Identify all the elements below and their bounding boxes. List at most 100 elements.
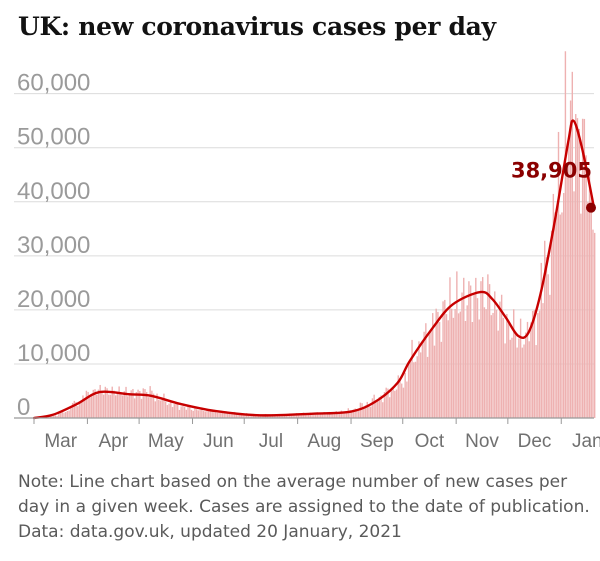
daily-bar <box>450 308 453 418</box>
daily-bar <box>581 118 584 418</box>
daily-bar <box>226 411 229 418</box>
daily-bar <box>139 391 141 418</box>
daily-bar <box>500 294 503 418</box>
daily-bar <box>168 403 170 418</box>
daily-bar <box>590 194 592 418</box>
daily-bar <box>523 344 525 418</box>
daily-bar <box>526 321 529 418</box>
y-tick-label: 20,000 <box>17 286 90 313</box>
daily-bar <box>170 401 172 418</box>
daily-bar <box>571 71 573 418</box>
daily-bar <box>130 390 132 418</box>
daily-bar <box>540 262 542 418</box>
daily-bar <box>478 319 480 418</box>
daily-bar <box>568 136 570 418</box>
daily-bar <box>354 408 356 418</box>
daily-bar <box>542 303 544 418</box>
daily-bar <box>116 392 119 418</box>
daily-bar <box>342 411 344 418</box>
daily-bar <box>183 406 186 418</box>
daily-bar <box>321 412 324 418</box>
daily-bar <box>177 402 179 418</box>
daily-bar <box>58 412 60 418</box>
daily-bar <box>242 414 244 418</box>
cases-chart: 0 10,000 20,000 30,000 40,000 50,000 60,000 Ma… <box>14 51 600 452</box>
daily-bar <box>435 308 437 418</box>
daily-bar <box>161 399 163 418</box>
daily-bar <box>401 383 403 418</box>
daily-bar <box>490 315 493 418</box>
daily-bar <box>85 390 88 418</box>
x-tick-label: Aug <box>307 431 341 452</box>
daily-bar <box>516 347 518 418</box>
daily-bar <box>419 352 422 418</box>
daily-bar <box>118 386 120 418</box>
daily-bar <box>552 193 555 418</box>
daily-bar <box>518 338 520 418</box>
daily-bar <box>273 415 275 418</box>
daily-bar <box>476 298 479 418</box>
daily-bar <box>304 413 306 418</box>
daily-bar <box>104 386 107 418</box>
daily-bar <box>511 337 513 418</box>
daily-bar <box>121 395 124 418</box>
daily-bar <box>447 320 449 418</box>
daily-bar <box>475 277 477 418</box>
daily-bar <box>294 414 296 418</box>
daily-bar <box>144 389 146 418</box>
daily-bar <box>513 309 515 418</box>
daily-cases-bars <box>34 51 596 419</box>
daily-bar <box>357 410 360 418</box>
x-tick-label: Oct <box>415 431 445 452</box>
daily-bar <box>164 401 167 418</box>
daily-bar <box>299 414 301 418</box>
x-tick-label: Sep <box>360 431 394 452</box>
y-tick-label: 0 <box>17 394 30 421</box>
daily-bar <box>488 284 491 418</box>
daily-bar <box>418 341 420 418</box>
daily-bar <box>414 361 417 418</box>
daily-bar <box>426 356 429 418</box>
daily-bar <box>394 390 396 418</box>
daily-bar <box>499 301 501 418</box>
daily-bar <box>457 313 460 418</box>
daily-bar <box>52 416 55 418</box>
daily-bar <box>225 411 227 418</box>
daily-bar <box>469 285 472 418</box>
daily-bar <box>585 155 587 418</box>
daily-bar <box>285 414 287 418</box>
daily-bar <box>151 390 153 418</box>
daily-bar <box>340 410 343 418</box>
daily-bar <box>214 410 217 418</box>
daily-bar <box>59 411 62 418</box>
daily-bar <box>101 391 103 418</box>
daily-bar <box>411 339 413 418</box>
daily-bar <box>73 400 76 418</box>
daily-bar <box>557 131 560 418</box>
daily-bar <box>497 330 499 418</box>
y-axis-ticks: 0 10,000 20,000 30,000 40,000 50,000 60,000 <box>17 70 90 421</box>
daily-bar <box>545 257 548 418</box>
daily-bar <box>297 413 300 418</box>
daily-bar <box>292 413 294 418</box>
daily-bar <box>326 412 329 418</box>
daily-bar <box>473 293 475 418</box>
x-axis-ticks: Mar Apr May Jun Jul Aug Sep Oct Nov Dec Jan <box>33 418 600 452</box>
daily-bar <box>373 394 375 418</box>
daily-bar <box>337 412 339 418</box>
daily-bar <box>537 313 539 418</box>
daily-bar <box>61 410 63 418</box>
daily-bar <box>530 322 532 418</box>
daily-bar <box>480 281 482 418</box>
daily-bar <box>509 339 511 418</box>
daily-bar <box>328 411 331 418</box>
x-tick-label: Jan <box>572 431 600 452</box>
daily-bar <box>468 281 470 418</box>
daily-bar <box>135 392 138 418</box>
daily-bar <box>466 305 468 418</box>
daily-bar <box>137 389 139 418</box>
latest-value-dot <box>586 202 596 213</box>
daily-bar <box>363 406 365 418</box>
daily-bar <box>182 406 184 418</box>
daily-bar <box>66 410 69 418</box>
